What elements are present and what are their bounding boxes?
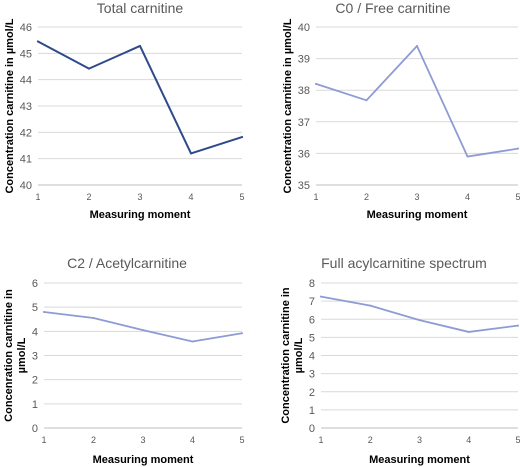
chart-free-carnitine: 35 36 37 38 39 40 1 2 3 4 5 C0 / Free carnitine Meas… — [282, 0, 520, 221]
data-point — [190, 152, 192, 155]
series-line — [320, 295, 519, 333]
x-tick-label: 5 — [515, 435, 520, 445]
x-axis-label: Measuring moment — [93, 454, 194, 466]
x-tick-label: 2 — [364, 192, 369, 202]
x-tick-label: 3 — [417, 435, 422, 445]
y-tick-label: 42 — [20, 127, 32, 139]
y-tick-label: 38 — [298, 85, 310, 97]
x-tick-label: 1 — [313, 192, 318, 202]
x-tick-label: 2 — [91, 435, 96, 445]
data-point — [88, 67, 90, 70]
x-tick-label: 2 — [86, 192, 91, 202]
x-tick-label: 3 — [414, 192, 419, 202]
y-axis-label: Concenration carnitine inµmol/L — [3, 289, 28, 422]
y-tick-label: 46 — [20, 22, 32, 34]
y-tick-label: 0 — [32, 423, 38, 435]
data-point — [517, 147, 519, 150]
y-tick-label: 6 — [309, 314, 315, 326]
y-axis-label: Concentration carnitine in µmol/L — [282, 18, 294, 193]
y-tick-label: 40 — [298, 22, 310, 34]
chart-title: Total carnitine — [97, 0, 184, 16]
data-point — [466, 155, 469, 158]
series-line — [37, 40, 243, 155]
x-tick-label: 4 — [465, 192, 470, 202]
y-tick-label: 44 — [20, 75, 32, 87]
y-axis-label: Concentration carnitine in µmol/L — [4, 18, 16, 193]
data-point — [43, 311, 45, 313]
data-point — [365, 99, 368, 102]
data-point — [191, 340, 194, 343]
y-tick-label: 2 — [309, 387, 315, 399]
series-line — [315, 45, 519, 158]
y-tick-label: 5 — [309, 332, 315, 344]
x-tick-label: 3 — [137, 192, 142, 202]
data-point — [369, 304, 372, 307]
y-tick-label: 41 — [20, 154, 32, 166]
x-axis-label: Measuring moment — [369, 454, 470, 466]
y-tick-label: 4 — [32, 326, 38, 338]
y-tick-label: 0 — [309, 423, 315, 435]
y-tick-label: 1 — [309, 405, 315, 417]
y-tick-label: 3 — [32, 351, 38, 363]
data-point — [418, 319, 421, 322]
x-tick-label: 1 — [318, 435, 323, 445]
y-tick-label: 3 — [309, 369, 315, 381]
data-point — [139, 44, 141, 47]
x-tick-label: 5 — [239, 435, 244, 445]
data-point — [142, 329, 144, 332]
series-line — [43, 311, 243, 343]
chart-title: Full acylcarnitine spectrum — [321, 255, 487, 271]
y-tick-label: 43 — [20, 101, 32, 113]
x-tick-label: 1 — [41, 435, 46, 445]
data-point — [241, 332, 243, 335]
y-tick-label: 37 — [298, 117, 310, 129]
y-tick-label: 40 — [20, 180, 32, 192]
y-tick-label: 39 — [298, 54, 310, 66]
x-tick-label: 4 — [466, 435, 471, 445]
data-point — [467, 330, 470, 333]
y-axis-label-line: µmol/L — [293, 337, 305, 373]
data-point — [92, 317, 95, 320]
x-axis-label: Measuring moment — [90, 209, 191, 221]
y-tick-label: 35 — [298, 180, 310, 192]
data-point — [315, 82, 317, 85]
y-tick-label: 1 — [32, 399, 38, 411]
chart-title: C2 / Acetylcarnitine — [67, 255, 187, 271]
y-tick-label: 5 — [32, 302, 38, 314]
y-tick-label: 7 — [309, 296, 315, 308]
data-point — [517, 324, 519, 327]
x-tick-label: 5 — [515, 192, 520, 202]
x-tick-label: 4 — [190, 435, 195, 445]
y-axis-label-line: µmol/L — [16, 337, 28, 373]
data-point — [320, 295, 322, 298]
x-tick-label: 3 — [140, 435, 145, 445]
y-axis-label-line: Concenration carnitine in — [3, 289, 15, 422]
y-tick-label: 2 — [32, 375, 38, 387]
x-tick-label: 1 — [35, 192, 40, 202]
x-tick-label: 4 — [188, 192, 193, 202]
data-point — [416, 44, 418, 47]
y-tick-label: 6 — [32, 278, 38, 290]
y-axis-label: Concentration carnitine inµmol/L — [280, 287, 305, 424]
x-axis-label: Measuring moment — [367, 209, 468, 221]
y-tick-label: 45 — [20, 48, 32, 60]
y-tick-label: 4 — [309, 351, 315, 363]
y-tick-label: 36 — [298, 148, 310, 160]
y-tick-label: 8 — [309, 278, 315, 290]
y-axis-label-line: Concentration carnitine in — [280, 287, 292, 424]
x-tick-label: 5 — [239, 192, 244, 202]
data-point — [37, 40, 39, 43]
x-tick-label: 2 — [368, 435, 373, 445]
data-point — [241, 136, 243, 139]
chart-title: C0 / Free carnitine — [335, 0, 450, 16]
